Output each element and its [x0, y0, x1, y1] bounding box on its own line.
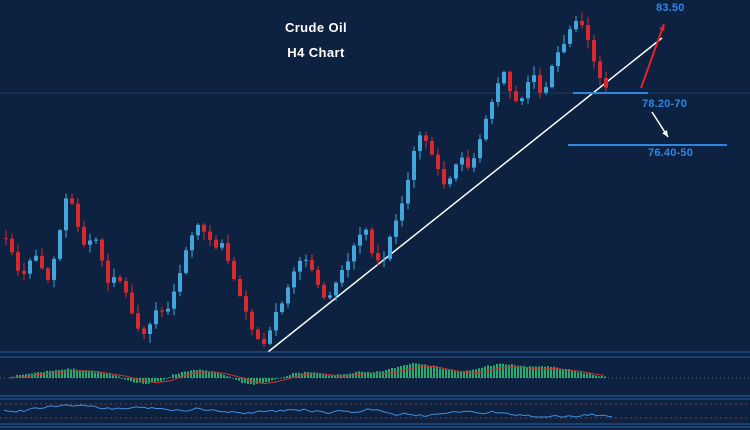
chart-title: Crude Oil H4 Chart: [241, 20, 391, 60]
support-zone-label: 76.40-50: [648, 147, 694, 159]
target-price-label: 83.50: [656, 2, 685, 14]
chart-title-symbol: Crude Oil: [284, 20, 348, 35]
resistance-zone-label: 78.20-70: [642, 98, 688, 110]
chart-title-timeframe: H4 Chart: [287, 45, 345, 60]
